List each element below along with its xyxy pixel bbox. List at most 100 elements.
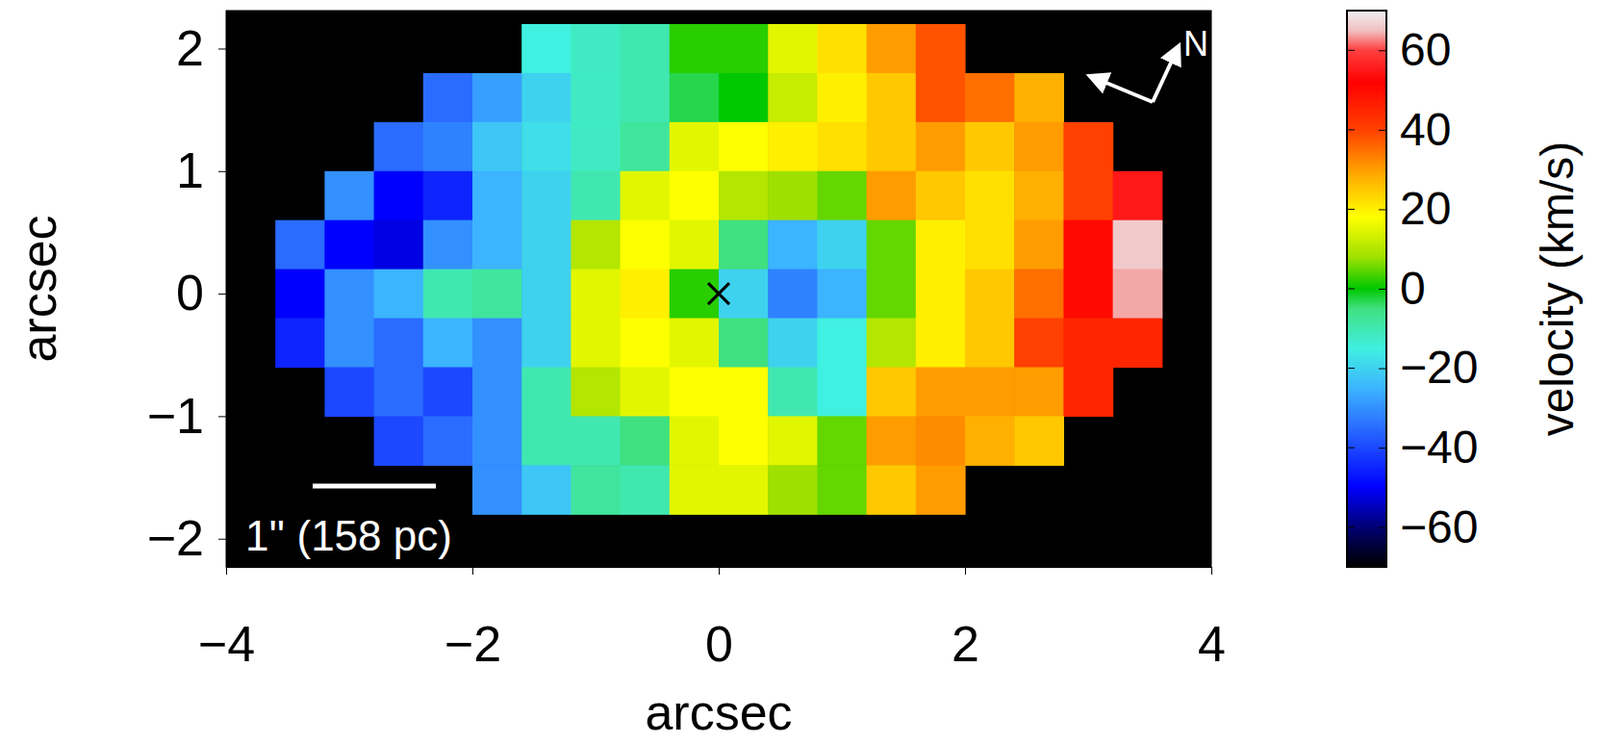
cell <box>1014 73 1065 124</box>
cell <box>374 366 425 417</box>
tick-label: −4 <box>198 615 255 672</box>
cell <box>915 171 966 222</box>
cell <box>324 220 375 271</box>
cell <box>275 318 326 369</box>
cell <box>816 171 867 222</box>
cell <box>620 366 671 417</box>
tick: −20 <box>1378 341 1478 393</box>
tick-mark <box>1211 566 1213 575</box>
cell <box>718 415 769 466</box>
cell <box>816 73 867 124</box>
cell <box>816 24 867 75</box>
y-axis-title: arcsec <box>10 214 67 362</box>
cell <box>472 318 523 369</box>
colorbar-title: velocity (km/s) <box>1531 141 1583 437</box>
plot-background <box>226 10 1212 567</box>
cell <box>620 220 671 271</box>
cell <box>324 269 375 320</box>
cell <box>718 24 769 75</box>
colorbar <box>1346 10 1387 567</box>
cell <box>324 318 375 369</box>
cell <box>767 269 818 320</box>
cell <box>816 464 867 515</box>
colorbar-tick <box>1346 526 1355 528</box>
cell <box>965 415 1016 466</box>
cell <box>866 415 917 466</box>
cell <box>620 73 671 124</box>
cell <box>816 220 867 271</box>
cell <box>767 24 818 75</box>
scale-bar-label: 1'' (158 pc) <box>245 511 453 559</box>
cell <box>767 318 818 369</box>
cell <box>521 122 572 173</box>
tick-mark <box>218 48 227 50</box>
cell <box>275 220 326 271</box>
cell <box>1063 269 1114 320</box>
cell <box>521 464 572 515</box>
cell <box>767 464 818 515</box>
cell <box>816 415 867 466</box>
tick-mark <box>718 566 720 575</box>
cell <box>423 366 474 417</box>
cell <box>521 171 572 222</box>
cell <box>472 171 523 222</box>
tick: −2 <box>444 566 502 672</box>
tick: 40 <box>1378 103 1451 155</box>
cell <box>374 269 425 320</box>
cell <box>669 366 720 417</box>
cell <box>718 318 769 369</box>
cell <box>620 269 671 320</box>
tick-label: 0 <box>705 615 734 672</box>
cell <box>669 171 720 222</box>
cell <box>423 220 474 271</box>
colorbar-tick <box>1346 128 1355 130</box>
tick-label: 2 <box>951 615 980 672</box>
cell <box>965 171 1016 222</box>
tick: 0 <box>176 264 227 321</box>
cell <box>669 73 720 124</box>
cell <box>767 220 818 271</box>
cell <box>718 366 769 417</box>
cell <box>620 24 671 75</box>
cell <box>472 415 523 466</box>
cell <box>965 269 1016 320</box>
cell <box>521 415 572 466</box>
tick-mark <box>218 293 227 295</box>
tick-mark <box>226 566 228 575</box>
cell <box>1113 171 1164 222</box>
tick: 2 <box>176 20 227 77</box>
tick-mark <box>1378 288 1387 290</box>
cell <box>374 171 425 222</box>
tick: −60 <box>1378 501 1478 553</box>
cell <box>915 366 966 417</box>
cell <box>423 415 474 466</box>
cell <box>620 464 671 515</box>
cell <box>1014 366 1065 417</box>
tick: 1 <box>176 142 227 199</box>
cells <box>275 24 1163 515</box>
cell <box>570 171 621 222</box>
cell <box>570 366 621 417</box>
cell <box>965 366 1016 417</box>
cell <box>472 73 523 124</box>
compass: N <box>1090 24 1209 102</box>
colorbar-tick <box>1346 288 1355 290</box>
cell <box>570 24 621 75</box>
cell <box>423 269 474 320</box>
tick-mark <box>1378 447 1387 449</box>
cell <box>521 318 572 369</box>
compass-label: N <box>1183 24 1209 64</box>
colorbar-tick <box>1346 208 1355 210</box>
cell <box>915 269 966 320</box>
cell <box>669 415 720 466</box>
cell <box>570 318 621 369</box>
cell <box>866 171 917 222</box>
tick-mark <box>218 538 227 540</box>
tick-mark <box>1378 527 1387 529</box>
cell <box>620 171 671 222</box>
tick: −4 <box>198 566 255 672</box>
colorbar-tick <box>1346 50 1355 51</box>
cell <box>669 318 720 369</box>
cell <box>1014 318 1065 369</box>
cell <box>570 220 621 271</box>
